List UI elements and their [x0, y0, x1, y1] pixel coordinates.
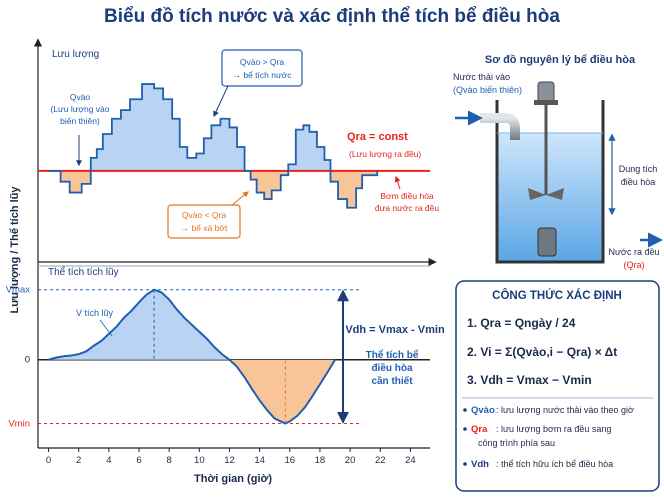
annotation: Qvào < Qra — [182, 210, 226, 220]
inlet-pipe — [480, 113, 520, 140]
inlet-label: Nước thải vào — [453, 72, 510, 82]
legend-symbol: Qvào — [471, 405, 495, 416]
formula-box — [455, 280, 660, 492]
x-tick-label: 8 — [167, 455, 172, 466]
area-below — [48, 359, 336, 424]
annotation: (Lưu lượng vào — [50, 104, 109, 114]
propeller — [528, 188, 564, 200]
area-below — [60, 170, 378, 208]
x-tick-label: 12 — [224, 455, 235, 466]
diagram-title: Sơ đồ nguyên lý bể điều hòa — [485, 54, 636, 66]
page-title: Biểu đồ tích nước và xác định thể tích b… — [104, 6, 560, 27]
chart-title: Thể tích tích lũy — [48, 266, 119, 278]
annotation-arrow — [213, 85, 229, 118]
legend-symbol: Vdh — [471, 459, 489, 470]
x-tick-label: 24 — [405, 455, 416, 466]
annotation: Bơm điều hòa — [380, 191, 434, 201]
step-line — [48, 83, 379, 209]
x-axis-label: Thời gian (giờ) — [194, 473, 272, 485]
chart-title: Lưu lượng — [52, 49, 99, 60]
annotation-arrow — [394, 175, 401, 190]
annotation: điều hòa — [371, 362, 413, 374]
annotation: Qvào > Qra — [240, 57, 284, 67]
legend-bullet — [463, 462, 467, 466]
annotation: → bể xả bớt — [181, 223, 228, 233]
series-label: V tích lũy — [76, 308, 114, 318]
legend-bullet — [463, 408, 467, 412]
area-above — [48, 84, 378, 171]
annotation-arrow — [231, 191, 249, 206]
charts: Lưu lượng Lưu lượng / Thể tích lũy Qra = c… — [6, 38, 445, 485]
formula-legend: Qvào: lưu lượng nước thải vào theo giờ Qr… — [463, 405, 634, 470]
legend-text: : thể tích hữu ích bể điều hòa — [496, 459, 613, 469]
mixer-mount — [534, 100, 558, 105]
legend-symbol: Qra — [471, 424, 488, 435]
x-tick-label: 10 — [194, 455, 205, 466]
annotation: Thể tích bể — [366, 349, 419, 361]
x-tick-label: 18 — [315, 455, 326, 466]
y-tick-label: 0 — [25, 355, 30, 366]
legend-text: công trình phía sau — [478, 438, 555, 448]
x-tick-label: 14 — [254, 455, 265, 466]
x-tick-label: 2 — [76, 455, 81, 466]
annotation: → bể tích nước — [233, 70, 293, 80]
formula-title: CÔNG THỨC XÁC ĐỊNH — [492, 289, 622, 302]
mixer-motor — [537, 81, 555, 103]
y-axis-label: Lưu lượng / Thể tích lũy — [9, 186, 21, 314]
pump — [537, 227, 557, 257]
x-tick-label: 0 — [46, 455, 51, 466]
outlet-label: Nước ra đều — [609, 247, 660, 257]
annotation-box — [167, 204, 241, 239]
cumulative-line — [48, 288, 336, 425]
outlet-label: (Qra) — [624, 260, 645, 270]
inlet-label: (Qvào biến thiên) — [453, 85, 522, 95]
series-pointer — [99, 319, 113, 337]
legend-text: : lưu lượng bơm ra đều sang — [496, 424, 611, 434]
x-tick-label: 4 — [106, 455, 111, 466]
annotation: cần thiết — [371, 375, 413, 387]
legend-bullet — [463, 427, 467, 431]
reference-note: (Lưu lượng ra đều) — [349, 149, 421, 159]
annotation: Qvào — [70, 92, 91, 102]
y-tick-label: Vmin — [8, 418, 30, 429]
volume-label: điều hòa — [621, 177, 656, 187]
x-tick-label: 22 — [375, 455, 386, 466]
formula: 1. Qra = Qngày / 24 — [467, 316, 576, 330]
tank-diagram — [455, 81, 663, 264]
tank-wall — [495, 100, 605, 264]
volume-label: Dung tích — [619, 164, 658, 174]
formula: 3. Vdh = Vmax − Vmin — [467, 373, 592, 387]
legend-text: : lưu lượng nước thải vào theo giờ — [496, 405, 634, 415]
x-tick-label: 6 — [136, 455, 141, 466]
reference-label: Qra = const — [347, 131, 408, 143]
annotation: đưa nước ra đều — [375, 203, 439, 213]
annotation-box — [221, 49, 303, 87]
annotation: biến thiên) — [60, 116, 100, 126]
area-above — [48, 289, 230, 360]
annotation: Vdh = Vmax - Vmin — [345, 324, 445, 336]
formula: 2. Vi = Σ(Qvào,i − Qra) × Δt — [467, 345, 617, 359]
y-tick-label: Vmax — [6, 285, 31, 296]
x-tick-label: 16 — [284, 455, 295, 466]
x-tick-label: 20 — [345, 455, 356, 466]
